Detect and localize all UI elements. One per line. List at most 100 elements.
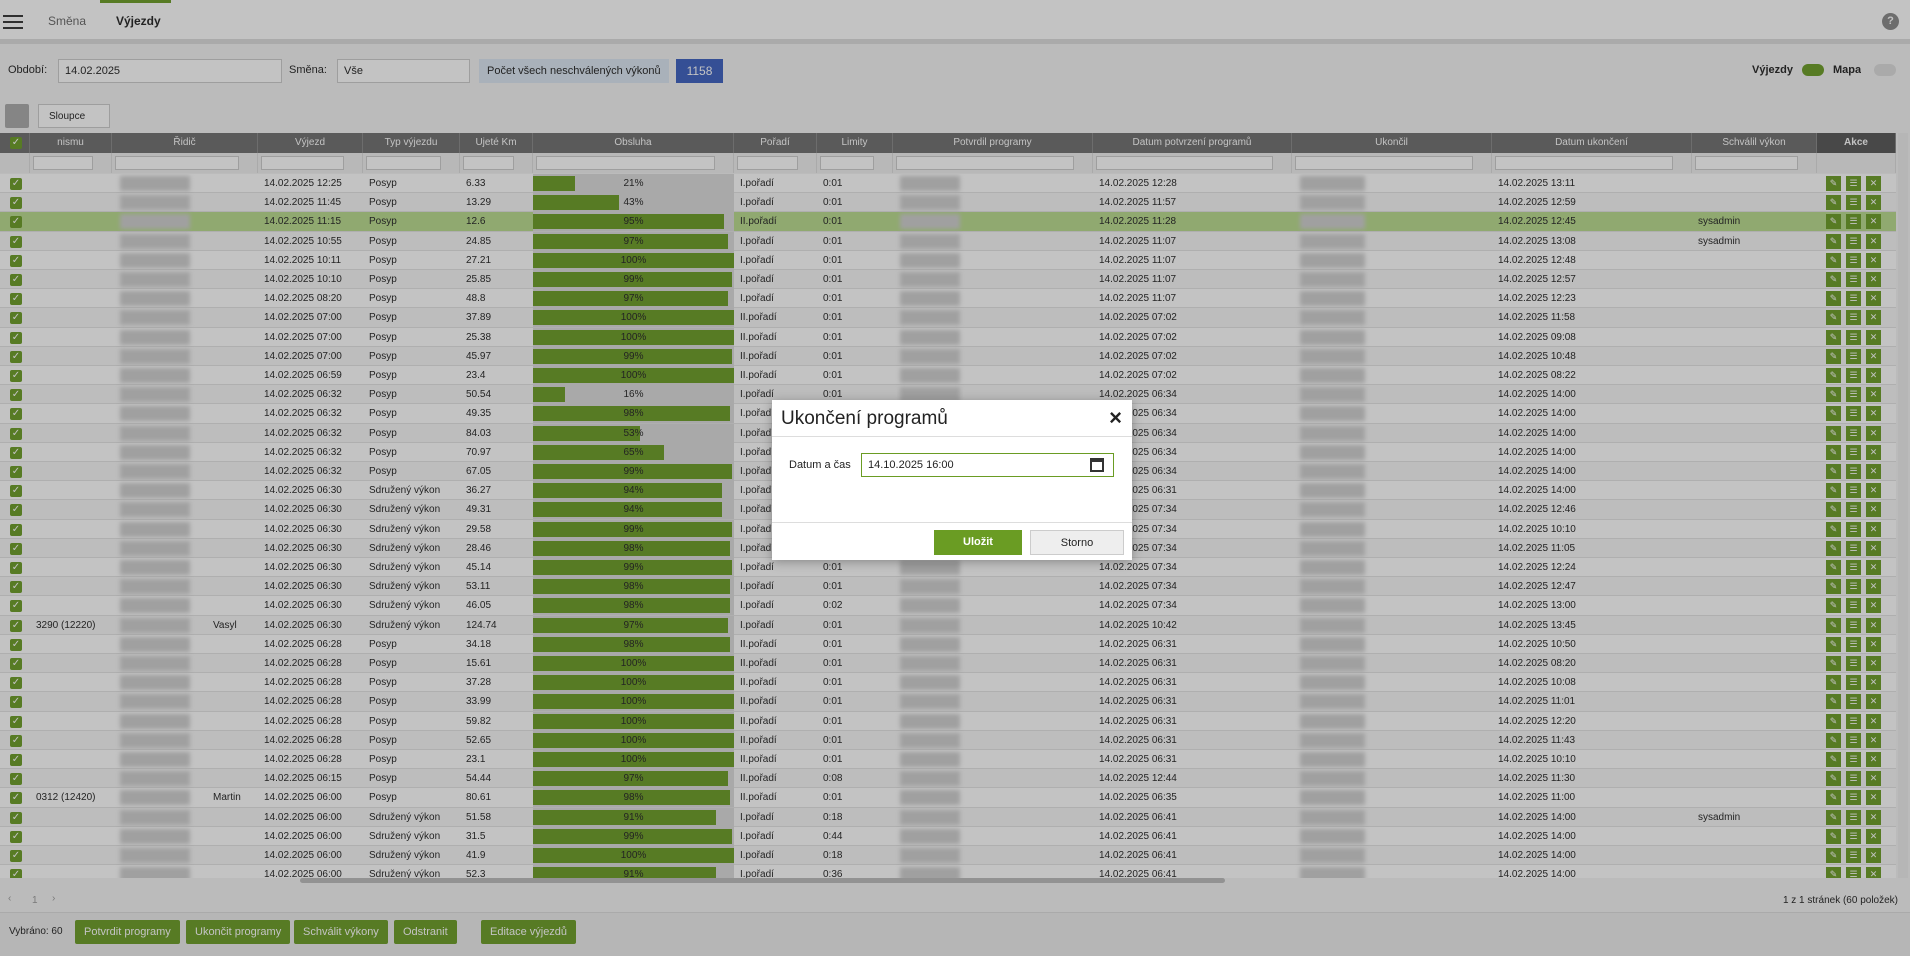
row-action[interactable]: ✎	[1826, 617, 1841, 633]
table-row[interactable]: ✓ 14.02.2025 10:11 Posyp 27.21 100% I.pořadí 0…	[0, 250, 1896, 270]
columns-button[interactable]: Sloupce	[38, 104, 110, 128]
column-header[interactable]: nismu	[30, 133, 112, 153]
row-action[interactable]: ☰	[1846, 272, 1861, 287]
row-action[interactable]: ☰	[1846, 656, 1861, 671]
table-row[interactable]: ✓ 14.02.2025 06:30 Sdružený výkon 53.11 98% I…	[0, 577, 1896, 597]
table-row[interactable]: ✓ 14.02.2025 06:00 Sdružený výkon 31.5 99% I.…	[0, 826, 1896, 846]
row-action[interactable]: ✕	[1866, 809, 1881, 825]
row-action[interactable]: ✎	[1826, 252, 1841, 268]
row-checkbox[interactable]: ✓	[10, 350, 22, 363]
filter-input[interactable]	[366, 156, 441, 170]
pager-next[interactable]: ›	[52, 893, 56, 904]
row-action[interactable]: ✕	[1866, 598, 1881, 614]
row-action[interactable]: ✕	[1866, 790, 1881, 806]
row-action[interactable]: ✎	[1826, 272, 1841, 287]
row-action[interactable]: ☰	[1846, 771, 1861, 787]
row-checkbox[interactable]: ✓	[10, 331, 22, 344]
column-header[interactable]: Ujeté Km	[460, 133, 533, 153]
row-action[interactable]: ✎	[1826, 540, 1841, 556]
row-action[interactable]: ✎	[1826, 694, 1841, 710]
column-header[interactable]: Akce	[1817, 133, 1896, 153]
row-checkbox[interactable]: ✓	[10, 427, 22, 440]
row-action[interactable]: ✎	[1826, 387, 1841, 403]
row-action[interactable]: ✎	[1826, 579, 1841, 595]
filter-input[interactable]	[896, 156, 1074, 170]
row-action[interactable]: ☰	[1846, 809, 1861, 825]
row-action[interactable]: ☰	[1846, 790, 1861, 806]
row-action[interactable]: ✕	[1866, 387, 1881, 403]
row-action[interactable]: ☰	[1846, 848, 1861, 863]
column-header[interactable]: Obsluha	[533, 133, 734, 153]
menu-icon[interactable]	[3, 15, 23, 29]
table-row[interactable]: ✓ 14.02.2025 06:28 Posyp 34.18 98% II.pořadí 0…	[0, 634, 1896, 654]
calendar-icon[interactable]	[1090, 458, 1104, 472]
row-checkbox[interactable]: ✓	[10, 542, 22, 555]
row-checkbox[interactable]: ✓	[10, 293, 22, 306]
datetime-input[interactable]: 14.10.2025 16:00	[861, 453, 1114, 477]
row-action[interactable]: ✕	[1866, 464, 1881, 479]
row-action[interactable]: ✎	[1826, 425, 1841, 441]
table-row[interactable]: ✓ 14.02.2025 10:10 Posyp 25.85 99% I.pořadí 0:…	[0, 270, 1896, 290]
footer-button[interactable]: Schválit výkony	[294, 920, 388, 944]
column-header[interactable]: Ukončil	[1292, 133, 1492, 153]
row-action[interactable]: ☰	[1846, 540, 1861, 556]
row-action[interactable]: ✕	[1866, 713, 1881, 729]
row-checkbox[interactable]: ✓	[10, 504, 22, 517]
row-action[interactable]: ✎	[1826, 560, 1841, 575]
row-action[interactable]: ☰	[1846, 406, 1861, 422]
row-action[interactable]: ☰	[1846, 579, 1861, 595]
table-row[interactable]: ✓ 14.02.2025 08:20 Posyp 48.8 97% I.pořadí 0:0…	[0, 289, 1896, 309]
table-row[interactable]: ✓ 14.02.2025 06:15 Posyp 54.44 97% II.pořadí 0…	[0, 769, 1896, 789]
save-button[interactable]: Uložit	[934, 530, 1022, 555]
table-row[interactable]: ✓ 14.02.2025 06:28 Posyp 52.65 100% II.pořadí…	[0, 730, 1896, 750]
row-action[interactable]: ☰	[1846, 310, 1861, 326]
row-action[interactable]: ☰	[1846, 867, 1861, 878]
column-header[interactable]: Schválil výkon	[1692, 133, 1817, 153]
row-checkbox[interactable]: ✓	[10, 370, 22, 382]
row-action[interactable]: ☰	[1846, 560, 1861, 575]
filter-input[interactable]	[1295, 156, 1473, 170]
table-row[interactable]: ✓ 14.02.2025 06:28 Posyp 59.82 100% II.pořadí…	[0, 711, 1896, 731]
row-action[interactable]: ☰	[1846, 329, 1861, 345]
row-checkbox[interactable]: ✓	[10, 773, 22, 786]
row-action[interactable]: ☰	[1846, 521, 1861, 537]
row-checkbox[interactable]: ✓	[10, 274, 22, 286]
modal-close[interactable]: ×	[1109, 405, 1122, 430]
row-checkbox[interactable]: ✓	[10, 638, 22, 651]
row-action[interactable]: ✎	[1826, 675, 1841, 691]
row-checkbox[interactable]: ✓	[10, 715, 22, 728]
row-action[interactable]: ☰	[1846, 598, 1861, 614]
row-checkbox[interactable]: ✓	[10, 446, 22, 459]
row-action[interactable]: ☰	[1846, 291, 1861, 307]
row-action[interactable]: ✕	[1866, 560, 1881, 575]
tab[interactable]: Směna	[48, 14, 87, 28]
row-action[interactable]: ✕	[1866, 368, 1881, 383]
row-action[interactable]: ☰	[1846, 214, 1861, 230]
row-action[interactable]: ✕	[1866, 771, 1881, 787]
row-action[interactable]: ✎	[1826, 195, 1841, 211]
table-row[interactable]: ✓ 14.02.2025 06:30 Sdružený výkon 46.05 98% I…	[0, 596, 1896, 616]
footer-button[interactable]: Editace výjezdů	[481, 920, 577, 944]
row-action[interactable]: ✎	[1826, 636, 1841, 652]
row-action[interactable]: ✎	[1826, 348, 1841, 364]
row-checkbox[interactable]: ✓	[10, 216, 22, 229]
help[interactable]: ?	[1882, 13, 1899, 30]
row-checkbox[interactable]: ✓	[10, 677, 22, 690]
row-action[interactable]: ☰	[1846, 233, 1861, 249]
row-action[interactable]: ✎	[1826, 176, 1841, 191]
row-action[interactable]: ✎	[1826, 464, 1841, 479]
row-action[interactable]: ✎	[1826, 368, 1841, 383]
row-action[interactable]: ✕	[1866, 694, 1881, 710]
row-action[interactable]: ☰	[1846, 675, 1861, 691]
row-action[interactable]: ☰	[1846, 348, 1861, 364]
row-action[interactable]: ✕	[1866, 483, 1881, 499]
filter-input[interactable]	[463, 156, 514, 170]
table-row[interactable]: ✓ 14.02.2025 11:15 Posyp 12.6 95% II.pořadí 0:…	[0, 212, 1896, 232]
row-action[interactable]: ✕	[1866, 272, 1881, 287]
filter-input[interactable]	[115, 156, 239, 170]
row-checkbox[interactable]: ✓	[10, 523, 22, 536]
row-action[interactable]: ✕	[1866, 732, 1881, 748]
row-checkbox[interactable]: ✓	[10, 581, 22, 594]
footer-button[interactable]: Potvrdit programy	[75, 920, 180, 944]
row-action[interactable]: ✕	[1866, 848, 1881, 863]
